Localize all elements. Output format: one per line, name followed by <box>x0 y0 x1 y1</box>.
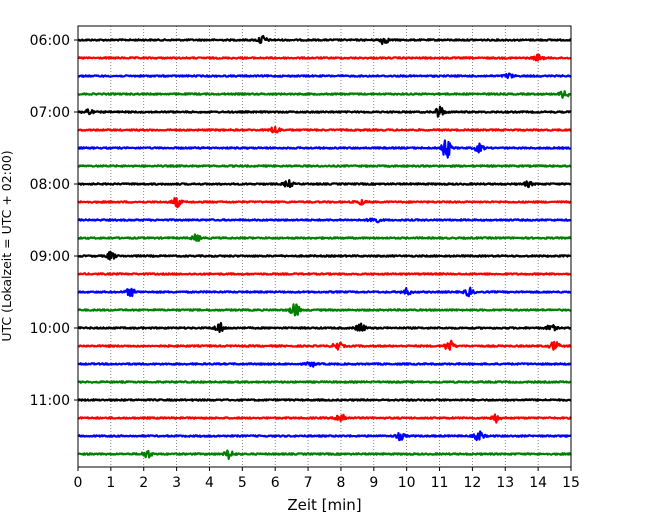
y-tick-label: 07:00 <box>30 105 70 121</box>
trace-0700 <box>77 105 572 118</box>
seismogram-traces <box>77 34 572 460</box>
trace-0730 <box>77 139 572 159</box>
y-axis-ticks: 06:00 07:00 08:00 09:00 10:00 11:00 <box>30 33 78 409</box>
trace-0945 <box>77 303 572 317</box>
trace-0845 <box>77 233 572 242</box>
x-axis-ticks: 0 1 2 3 4 5 6 7 8 9 10 11 12 13 14 15 <box>74 467 580 491</box>
y-tick-label: 06:00 <box>30 33 70 49</box>
y-tick-label: 08:00 <box>30 177 70 193</box>
trace-1045 <box>77 380 572 384</box>
x-tick-label: 9 <box>369 475 378 491</box>
trace-1015 <box>77 339 572 351</box>
x-tick-label: 6 <box>271 475 280 491</box>
trace-0930 <box>77 286 572 298</box>
x-tick-label: 5 <box>238 475 247 491</box>
trace-0600 <box>77 34 572 46</box>
y-axis-label: UTC (Lokalzeit = UTC + 02:00) <box>0 150 14 341</box>
trace-1030 <box>77 361 572 368</box>
x-tick-label: 0 <box>74 475 83 491</box>
y-tick-label: 11:00 <box>30 393 70 409</box>
trace-1115 <box>77 413 572 424</box>
x-axis-label: Zeit [min] <box>287 496 361 514</box>
x-tick-label: 4 <box>205 475 214 491</box>
x-tick-label: 12 <box>463 475 481 491</box>
trace-0745 <box>77 164 572 168</box>
x-tick-label: 7 <box>304 475 313 491</box>
trace-0800 <box>77 179 572 189</box>
trace-1000 <box>77 321 572 334</box>
x-tick-label: 8 <box>336 475 345 491</box>
y-tick-label: 09:00 <box>30 249 70 265</box>
x-tick-label: 13 <box>496 475 514 491</box>
x-tick-label: 15 <box>562 475 580 491</box>
x-tick-label: 11 <box>431 475 449 491</box>
y-tick-label: 10:00 <box>30 321 70 337</box>
trace-0615 <box>77 53 572 62</box>
trace-0645 <box>77 90 572 99</box>
x-tick-label: 2 <box>139 475 148 491</box>
trace-0715 <box>77 125 572 134</box>
trace-1145 <box>77 449 572 460</box>
x-tick-label: 1 <box>106 475 115 491</box>
trace-0830 <box>77 217 572 224</box>
x-tick-label: 3 <box>172 475 181 491</box>
axes-frame <box>77 25 572 468</box>
x-tick-label: 10 <box>398 475 416 491</box>
trace-1100 <box>77 398 572 402</box>
trace-0900 <box>77 250 572 261</box>
trace-0815 <box>77 197 572 209</box>
trace-0630 <box>77 72 572 80</box>
trace-0915 <box>77 272 572 276</box>
trace-1130 <box>77 430 572 442</box>
x-tick-label: 14 <box>529 475 547 491</box>
